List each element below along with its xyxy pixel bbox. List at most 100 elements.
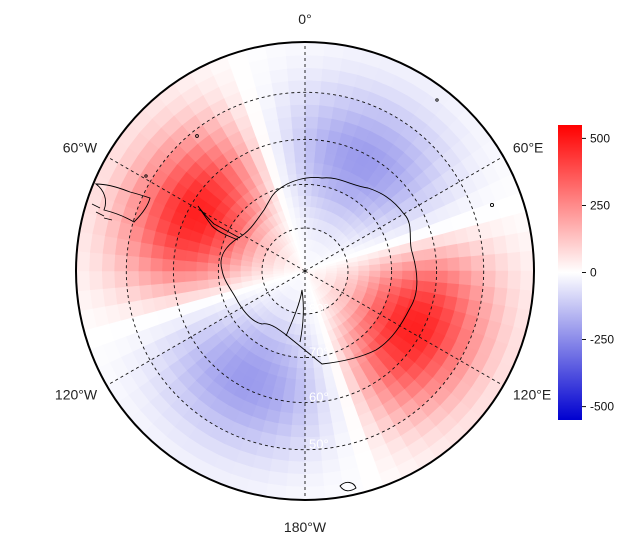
field-cell (273, 434, 291, 450)
kerguelen-island (489, 202, 495, 208)
field-cell (304, 91, 321, 106)
field-cell (434, 245, 448, 260)
field-cell (424, 270, 437, 283)
field-cell (173, 259, 186, 272)
field-cell (470, 255, 485, 272)
meridian-line (304, 270, 504, 386)
field-cell (277, 411, 293, 426)
field-cell (304, 115, 319, 129)
field-cell (291, 413, 306, 427)
field-cell (390, 262, 404, 272)
field-cell (184, 270, 197, 282)
field-cell (390, 270, 404, 280)
field-cell (206, 270, 220, 280)
field-cell (294, 150, 306, 163)
lat-circle (125, 91, 485, 451)
lat-circle (217, 183, 393, 359)
field-cell (162, 282, 176, 297)
field-cell (288, 448, 306, 463)
field-cell (126, 285, 142, 303)
field-cell (458, 270, 473, 286)
field-cell (293, 390, 306, 403)
field-cell (290, 103, 306, 118)
field-cell (519, 270, 534, 292)
sandwich-islands (144, 174, 148, 178)
field-cell (137, 270, 152, 286)
field-cell (239, 270, 252, 277)
field-cell (161, 258, 175, 272)
field-cell (369, 264, 381, 272)
field-cell (150, 243, 165, 259)
antarctica-coast (220, 177, 418, 365)
field-cell (76, 270, 91, 292)
field-cell (304, 67, 324, 82)
colorbar-tick-0: 0 (590, 266, 597, 280)
field-cell (299, 205, 306, 218)
field-cell (149, 270, 163, 285)
field-cell (288, 79, 306, 94)
lon-label-60e: 60°E (513, 140, 544, 156)
field-cell (287, 173, 298, 187)
colorbar: 500 250 0 -250 -500 (558, 125, 614, 420)
field-cell (482, 254, 497, 272)
field-cell (277, 116, 293, 131)
field-cell (261, 270, 274, 276)
field-cell (304, 172, 314, 186)
field-cell (470, 270, 485, 287)
field-cell (445, 283, 460, 299)
field-cell (196, 279, 210, 291)
field-cell (113, 270, 128, 288)
field-cell (296, 356, 306, 370)
field-cell (125, 270, 140, 287)
field-cell (138, 241, 153, 258)
field-cell (114, 237, 130, 256)
lat-circle (172, 138, 438, 404)
field-cell (161, 270, 175, 284)
field-cell (304, 460, 324, 475)
field-cell (318, 104, 335, 119)
lat-label-60: 60° (309, 390, 329, 405)
latitude-labels: 80° 70° 60° 50° (309, 301, 329, 452)
field-cell (304, 42, 326, 57)
longitude-labels: 0° 60°E 120°E 180°W 120°W 60°W (55, 11, 551, 535)
field-cell (379, 263, 392, 272)
antarctica-coastline (91, 98, 495, 492)
field-cell (88, 251, 103, 272)
lon-label-180w: 180°W (284, 519, 327, 535)
field-cell (519, 250, 534, 272)
field-cell (458, 256, 473, 272)
field-cell (389, 253, 403, 264)
field-cell (300, 227, 306, 240)
field-cell (401, 261, 415, 272)
field-cell (88, 270, 103, 291)
field-cell (297, 184, 306, 197)
field-cell (113, 254, 128, 272)
field-cell (150, 283, 165, 299)
field-cell (318, 423, 335, 438)
colorbar-ticks: 500 250 0 -250 -500 (582, 131, 614, 414)
field-cell (457, 284, 472, 301)
field-cell (76, 250, 91, 272)
field-cell (317, 116, 333, 131)
field-cell (507, 251, 522, 272)
field-cell (289, 436, 306, 451)
field-cell (379, 270, 392, 279)
field-cell (299, 216, 306, 229)
field-cell (286, 67, 306, 82)
meridian-line (304, 156, 504, 272)
colorbar-bar (558, 125, 582, 420)
field-cell (289, 91, 306, 106)
meridian-line (106, 270, 306, 386)
field-cell (317, 411, 333, 426)
lon-label-60w: 60°W (63, 140, 98, 156)
colorbar-tick-neg250: -250 (590, 333, 614, 347)
field-cell (206, 262, 220, 272)
field-cell (313, 366, 325, 380)
lat-label-80: 80° (309, 301, 329, 316)
field-cell (507, 270, 522, 291)
field-cell (292, 127, 306, 141)
field-cell (457, 241, 472, 258)
field-cell (293, 139, 306, 152)
field-cell (304, 485, 326, 500)
